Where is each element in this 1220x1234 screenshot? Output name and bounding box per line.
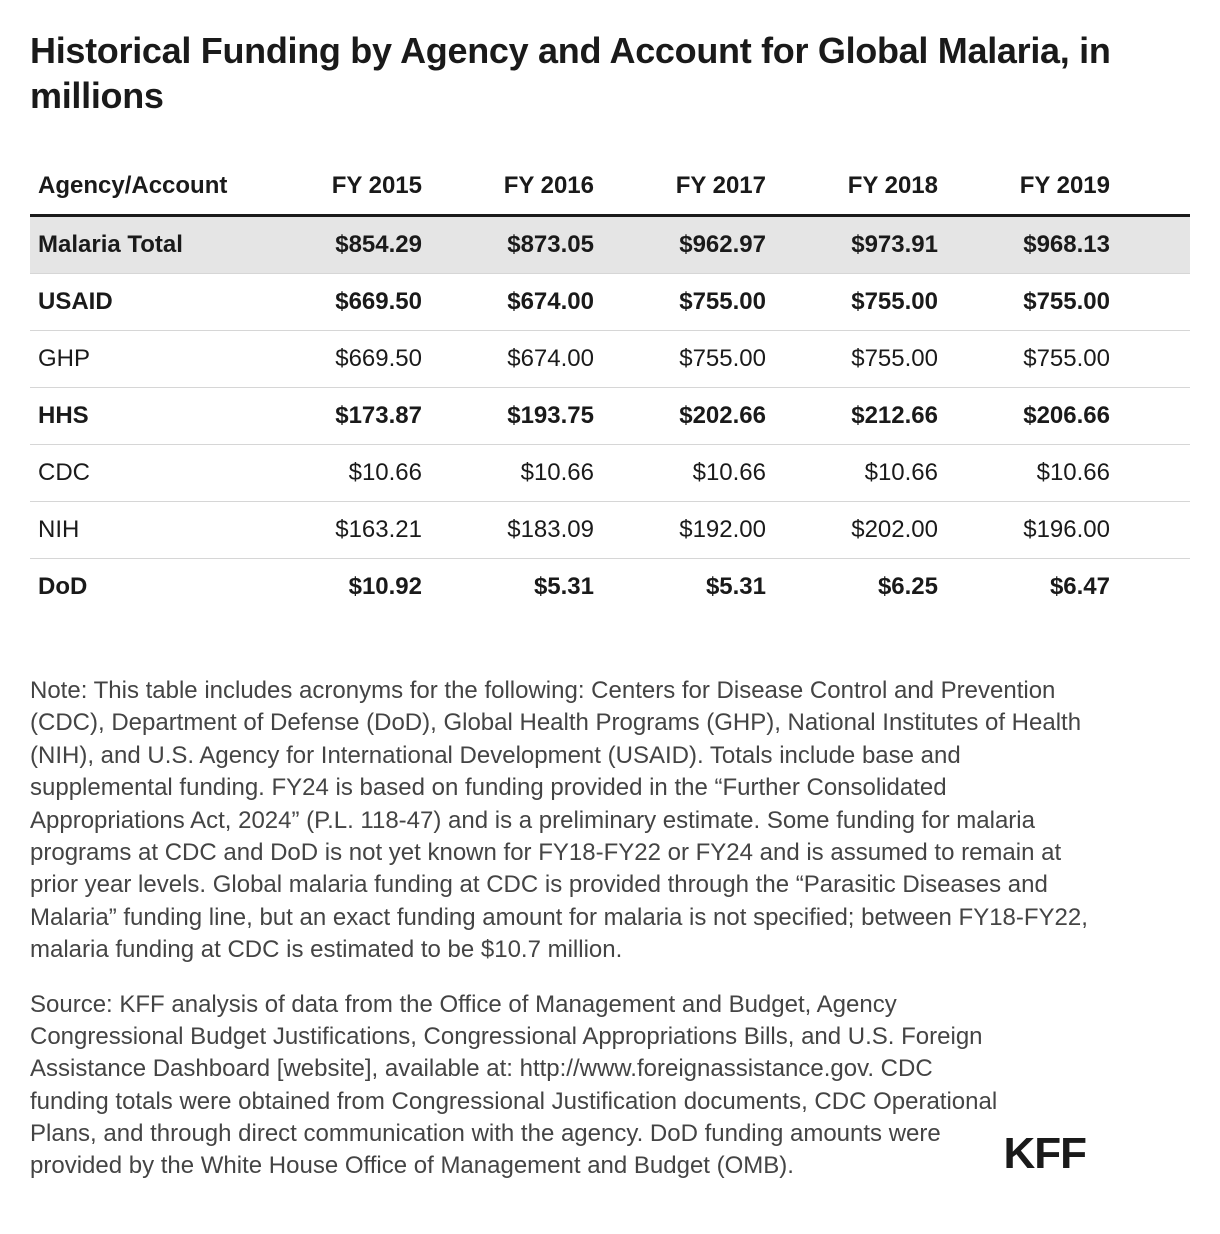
cell-value: $10.92 xyxy=(260,559,432,616)
cell-value: $183.09 xyxy=(432,502,604,559)
table-row: GHP$669.50$674.00$755.00$755.00$755.00$7… xyxy=(30,331,1190,388)
cell-value: $206.66 xyxy=(948,388,1120,445)
cell-value: $6.47 xyxy=(948,559,1120,616)
table-row: NIH$163.21$183.09$192.00$202.00$196.00$2… xyxy=(30,502,1190,559)
cell-value: $202.66 xyxy=(604,388,776,445)
cell-value: $998.10 xyxy=(1120,216,1190,274)
cell-value: $211.00 xyxy=(1120,502,1190,559)
cell-value: $770.00 xyxy=(1120,274,1190,331)
funding-table-wrap: Agency/Account FY 2015 FY 2016 FY 2017 F… xyxy=(30,158,1190,615)
row-label: Malaria Total xyxy=(30,216,260,274)
col-header-fy2017: FY 2017 xyxy=(604,158,776,216)
kff-logo: KFF xyxy=(1003,1129,1090,1183)
col-header-fy2015: FY 2015 xyxy=(260,158,432,216)
note-text: Note: This table includes acronyms for t… xyxy=(30,675,1090,967)
cell-value: $192.00 xyxy=(604,502,776,559)
cell-value: $10.60 xyxy=(1120,445,1190,502)
row-label: USAID xyxy=(30,274,260,331)
cell-value: $669.50 xyxy=(260,274,432,331)
col-header-fy2020: FY 2020 xyxy=(1120,158,1190,216)
row-label: GHP xyxy=(30,331,260,388)
table-row: CDC$10.66$10.66$10.66$10.66$10.66$10.60 xyxy=(30,445,1190,502)
row-label: HHS xyxy=(30,388,260,445)
cell-value: $755.00 xyxy=(948,331,1120,388)
footer-row: Source: KFF analysis of data from the Of… xyxy=(30,989,1090,1183)
funding-table: Agency/Account FY 2015 FY 2016 FY 2017 F… xyxy=(30,158,1190,615)
cell-value: $221.60 xyxy=(1120,388,1190,445)
notes-section: Note: This table includes acronyms for t… xyxy=(30,675,1090,1183)
cell-value: $10.66 xyxy=(776,445,948,502)
cell-value: $10.66 xyxy=(260,445,432,502)
cell-value: $854.29 xyxy=(260,216,432,274)
cell-value: $755.00 xyxy=(776,331,948,388)
cell-value: $10.66 xyxy=(604,445,776,502)
table-row: DoD$10.92$5.31$5.31$6.25$6.47$6.40 xyxy=(30,559,1190,616)
cell-value: $212.66 xyxy=(776,388,948,445)
col-header-fy2018: FY 2018 xyxy=(776,158,948,216)
table-header-row: Agency/Account FY 2015 FY 2016 FY 2017 F… xyxy=(30,158,1190,216)
cell-value: $173.87 xyxy=(260,388,432,445)
cell-value: $755.00 xyxy=(604,331,776,388)
row-label: DoD xyxy=(30,559,260,616)
cell-value: $674.00 xyxy=(432,331,604,388)
cell-value: $202.00 xyxy=(776,502,948,559)
table-row: Malaria Total$854.29$873.05$962.97$973.9… xyxy=(30,216,1190,274)
cell-value: $873.05 xyxy=(432,216,604,274)
cell-value: $755.00 xyxy=(604,274,776,331)
row-label: CDC xyxy=(30,445,260,502)
cell-value: $973.91 xyxy=(776,216,948,274)
cell-value: $10.66 xyxy=(948,445,1120,502)
cell-value: $196.00 xyxy=(948,502,1120,559)
cell-value: $962.97 xyxy=(604,216,776,274)
cell-value: $10.66 xyxy=(432,445,604,502)
table-body: Malaria Total$854.29$873.05$962.97$973.9… xyxy=(30,216,1190,616)
cell-value: $755.00 xyxy=(948,274,1120,331)
page-title: Historical Funding by Agency and Account… xyxy=(30,28,1190,118)
cell-value: $5.31 xyxy=(604,559,776,616)
source-text: Source: KFF analysis of data from the Of… xyxy=(30,989,1003,1183)
row-label: NIH xyxy=(30,502,260,559)
cell-value: $6.40 xyxy=(1120,559,1190,616)
cell-value: $163.21 xyxy=(260,502,432,559)
cell-value: $5.31 xyxy=(432,559,604,616)
table-row: USAID$669.50$674.00$755.00$755.00$755.00… xyxy=(30,274,1190,331)
cell-value: $968.13 xyxy=(948,216,1120,274)
cell-value: $770.00 xyxy=(1120,331,1190,388)
col-header-fy2016: FY 2016 xyxy=(432,158,604,216)
cell-value: $669.50 xyxy=(260,331,432,388)
cell-value: $755.00 xyxy=(776,274,948,331)
table-row: HHS$173.87$193.75$202.66$212.66$206.66$2… xyxy=(30,388,1190,445)
cell-value: $193.75 xyxy=(432,388,604,445)
cell-value: $674.00 xyxy=(432,274,604,331)
col-header-agency: Agency/Account xyxy=(30,158,260,216)
col-header-fy2019: FY 2019 xyxy=(948,158,1120,216)
cell-value: $6.25 xyxy=(776,559,948,616)
